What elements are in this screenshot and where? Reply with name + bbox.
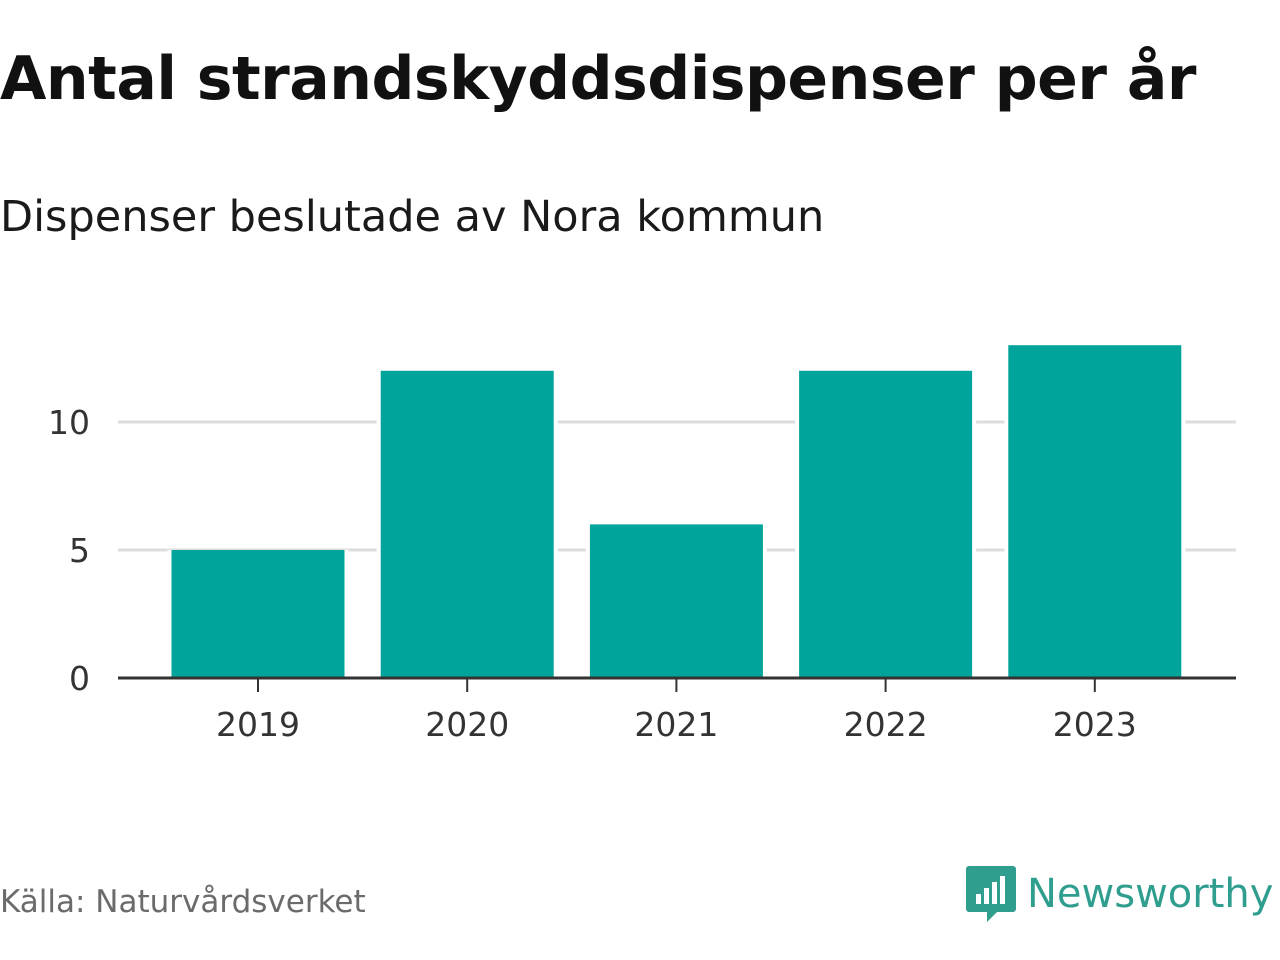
bar-2020 bbox=[380, 370, 554, 678]
bar-2021 bbox=[589, 524, 763, 678]
newsworthy-logo-icon bbox=[966, 866, 1016, 922]
x-tick-label: 2019 bbox=[216, 705, 300, 744]
bar-chart: 0 5 10 2019 2020 2021 2022 2023 bbox=[48, 345, 1236, 744]
chart-title: Antal strandskyddsdispenser per år bbox=[0, 44, 1196, 114]
y-tick-label: 5 bbox=[69, 531, 90, 570]
brand-logo[interactable]: Newsworthy bbox=[965, 864, 1273, 924]
x-tick-label: 2021 bbox=[634, 705, 718, 744]
x-tick-label: 2020 bbox=[425, 705, 509, 744]
y-tick-label: 10 bbox=[48, 403, 90, 442]
y-tick-label: 0 bbox=[69, 659, 90, 698]
chart-subtitle: Dispenser beslutade av Nora kommun bbox=[0, 192, 825, 242]
bar-2019 bbox=[171, 550, 345, 678]
source-note: Källa: Naturvårdsverket bbox=[0, 884, 366, 920]
bar-2022 bbox=[799, 370, 973, 678]
y-axis-ticks: 0 5 10 bbox=[48, 403, 90, 698]
x-tick-label: 2023 bbox=[1053, 705, 1137, 744]
brand-name: Newsworthy bbox=[1027, 871, 1274, 917]
x-tick-label: 2022 bbox=[844, 705, 928, 744]
bar-2023 bbox=[1008, 345, 1182, 678]
bars bbox=[167, 345, 1186, 678]
x-axis-ticks: 2019 2020 2021 2022 2023 bbox=[216, 678, 1137, 744]
